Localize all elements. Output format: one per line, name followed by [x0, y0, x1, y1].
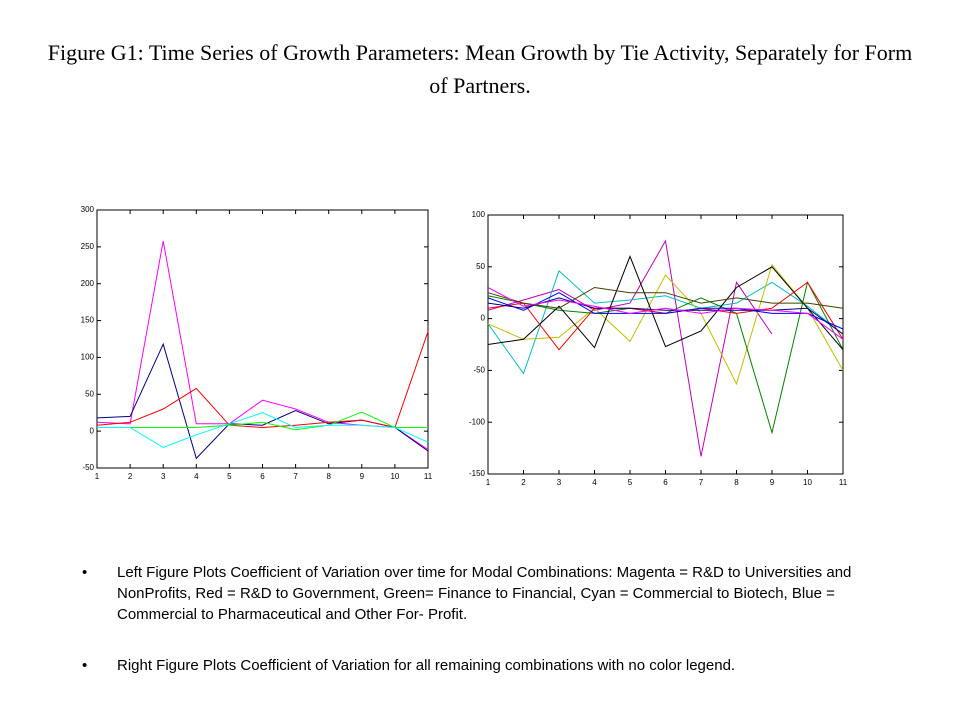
y-tick-label: 100 — [472, 210, 486, 219]
series-line — [487, 292, 844, 330]
series-line — [487, 286, 844, 309]
x-tick-label: 2 — [128, 472, 133, 481]
x-tick-label: 7 — [293, 472, 298, 481]
bullet-list: Left Figure Plots Coefficient of Variati… — [80, 562, 880, 706]
y-tick-label: 0 — [90, 426, 95, 435]
x-tick-label: 3 — [557, 478, 562, 487]
x-tick-label: 5 — [628, 478, 633, 487]
y-tick-label: 300 — [81, 205, 95, 214]
series-line — [487, 255, 844, 351]
x-tick-label: 8 — [734, 478, 739, 487]
y-tick-label: 50 — [85, 389, 94, 398]
y-tick-label: -50 — [473, 366, 485, 375]
x-tick-label: 7 — [699, 478, 704, 487]
x-tick-label: 11 — [839, 478, 848, 487]
plot-frame — [487, 214, 844, 475]
x-tick-label: 6 — [663, 478, 668, 487]
y-tick-label: -150 — [469, 469, 486, 478]
series-line — [97, 412, 429, 448]
y-tick-label: 250 — [81, 242, 95, 251]
x-tick-label: 2 — [521, 478, 526, 487]
x-tick-label: 1 — [486, 478, 491, 487]
plot-frame — [96, 209, 429, 469]
x-tick-label: 9 — [360, 472, 365, 481]
series-line — [487, 297, 844, 335]
x-tick-label: 11 — [424, 472, 433, 481]
y-tick-label: 100 — [81, 353, 95, 362]
x-tick-label: 1 — [95, 472, 100, 481]
y-tick-label: -50 — [82, 463, 94, 472]
y-tick-label: -100 — [469, 417, 486, 426]
x-tick-label: 4 — [194, 472, 199, 481]
x-tick-label: 4 — [592, 478, 597, 487]
series-line — [96, 331, 429, 429]
x-tick-label: 6 — [260, 472, 265, 481]
series-line — [487, 287, 844, 340]
x-tick-label: 8 — [326, 472, 331, 481]
series-line — [487, 263, 844, 386]
x-tick-label: 3 — [161, 472, 166, 481]
x-tick-label: 5 — [227, 472, 232, 481]
series-line — [97, 411, 428, 431]
series-line — [487, 270, 844, 375]
bullet: Right Figure Plots Coefficient of Variat… — [80, 655, 880, 676]
y-tick-label: 50 — [476, 262, 485, 271]
x-tick-label: 9 — [770, 478, 775, 487]
y-tick-label: 0 — [481, 314, 486, 323]
series-line — [487, 239, 773, 457]
x-tick-label: 10 — [390, 472, 399, 481]
y-tick-label: 150 — [81, 316, 95, 325]
x-tick-label: 10 — [803, 478, 812, 487]
bullet: Left Figure Plots Coefficient of Variati… — [80, 562, 880, 625]
slide-title: Figure G1: Time Series of Growth Paramet… — [47, 40, 913, 98]
y-tick-label: 200 — [81, 279, 95, 288]
